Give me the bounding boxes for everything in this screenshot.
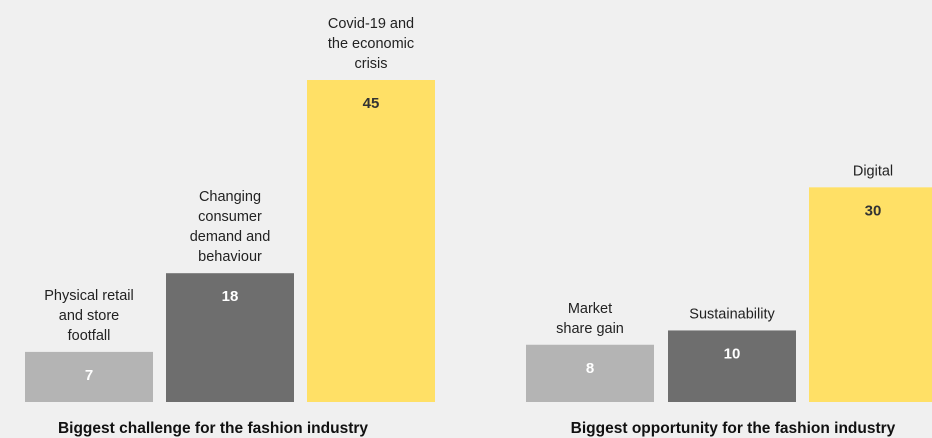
bar: [307, 80, 435, 402]
bar: [166, 273, 294, 402]
challenge-chart: 7 Physical retail and store footfall 18 Chang…: [25, 16, 435, 437]
bar-value-label: 7: [85, 367, 93, 384]
category-label: Changing consumer demand and behaviour: [190, 189, 271, 265]
category-label: Covid-19 and the economic crisis: [328, 16, 414, 72]
bar: [809, 187, 932, 402]
category-label: Market share gain: [556, 301, 624, 337]
bar: [526, 344, 654, 402]
category-label: Digital: [853, 163, 893, 179]
category-label: Sustainability: [689, 306, 775, 322]
bar: [25, 351, 153, 402]
chart-title: Biggest opportunity for the fashion indu…: [571, 420, 896, 437]
bar: [668, 330, 796, 402]
opportunity-chart: 8 Market share gain 10 Sustainability 30 Digit…: [526, 163, 932, 437]
bar-value-label: 10: [724, 345, 741, 362]
bar-value-label: 30: [865, 202, 882, 219]
bar-value-label: 8: [586, 360, 594, 377]
category-label: Physical retail and store footfall: [44, 288, 133, 344]
bar-value-label: 18: [222, 288, 239, 305]
bar-value-label: 45: [363, 95, 380, 112]
chart-title: Biggest challenge for the fashion indust…: [58, 420, 368, 437]
